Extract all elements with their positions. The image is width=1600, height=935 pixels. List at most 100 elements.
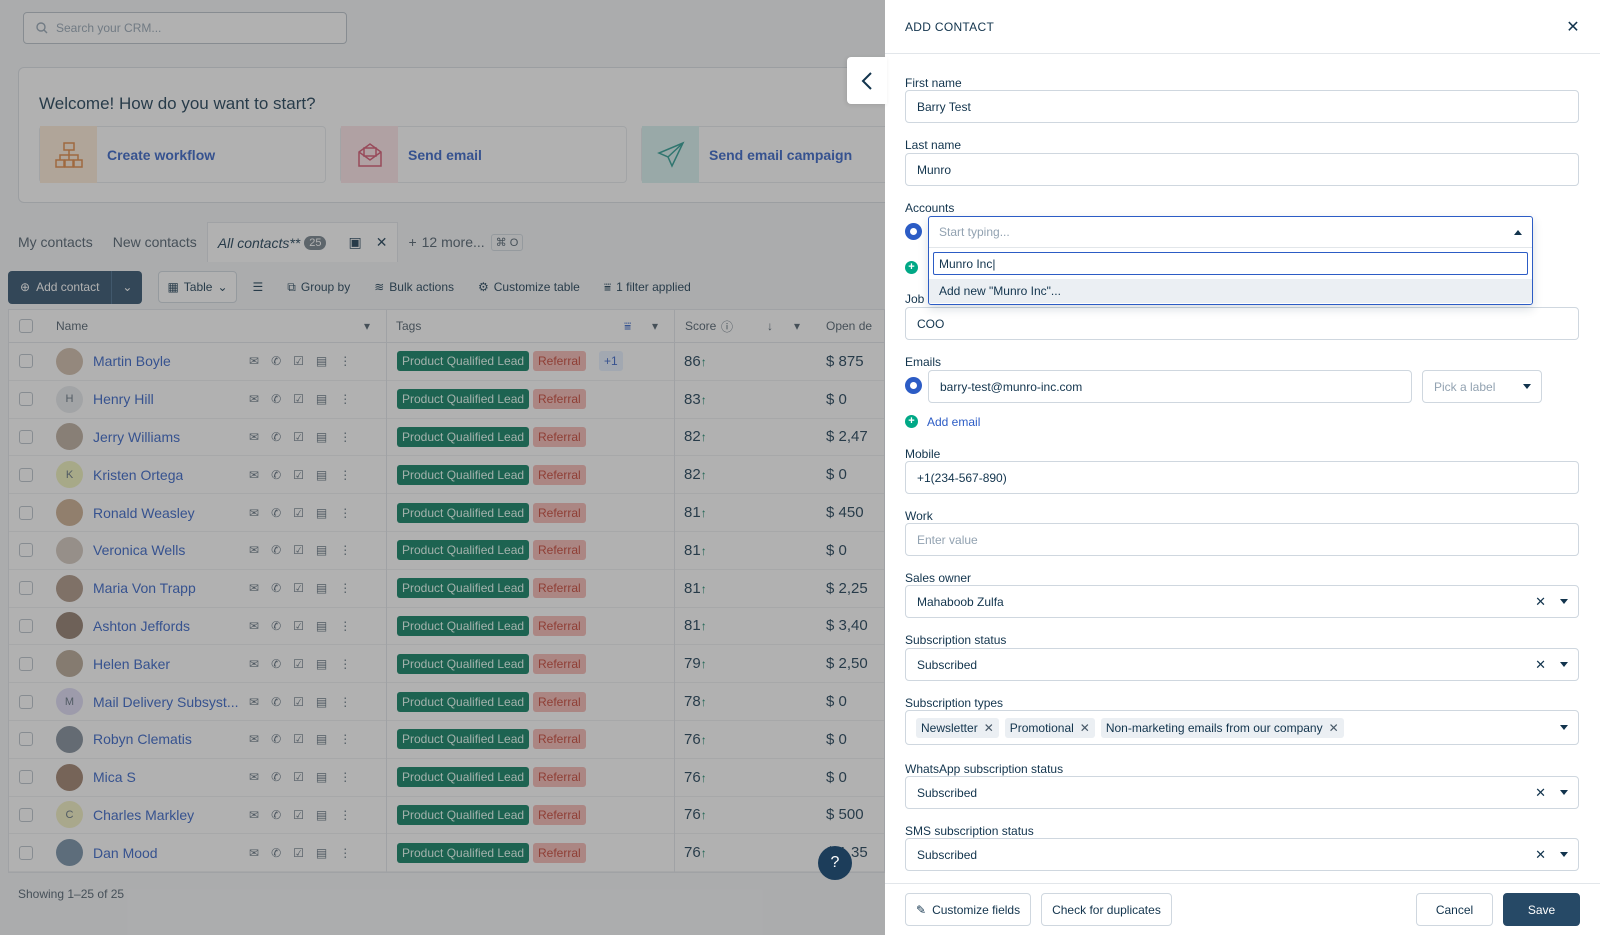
more-icon[interactable]: ⋮ xyxy=(339,392,352,407)
task-icon[interactable]: ☑ xyxy=(293,618,304,633)
email-icon[interactable]: ✉ xyxy=(249,618,260,633)
column-name[interactable]: Name xyxy=(56,319,89,333)
tab-new-contacts[interactable]: New contacts xyxy=(112,234,197,250)
phone-icon[interactable]: ✆ xyxy=(271,429,282,444)
primary-account-radio[interactable] xyxy=(905,223,922,240)
sales-owner-select[interactable]: Mahaboob Zulfa ✕ xyxy=(905,585,1579,618)
task-icon[interactable]: ☑ xyxy=(293,429,304,444)
close-view-icon[interactable]: ✕ xyxy=(375,234,388,250)
job-input[interactable]: COO xyxy=(905,307,1579,340)
add-new-account-option[interactable]: Add new "Munro Inc"... xyxy=(929,279,1532,303)
email-icon[interactable]: ✉ xyxy=(249,543,260,558)
send-email-card[interactable]: Send email xyxy=(340,126,627,183)
more-icon[interactable]: ⋮ xyxy=(339,732,352,747)
email-icon[interactable]: ✉ xyxy=(249,581,260,596)
add-email-icon[interactable]: + xyxy=(905,415,918,428)
row-checkbox[interactable] xyxy=(19,505,33,520)
column-tags[interactable]: Tags xyxy=(396,319,422,333)
email-icon[interactable]: ✉ xyxy=(249,354,260,369)
clear-icon[interactable]: ✕ xyxy=(1535,656,1546,672)
task-icon[interactable]: ☑ xyxy=(293,581,304,596)
table-row[interactable]: Martin Boyle ✉ ✆ ☑ ▤ ⋮ Product Qualified Lead R… xyxy=(9,343,884,381)
row-checkbox[interactable] xyxy=(19,429,33,444)
name-sort-icon[interactable]: ▾ xyxy=(364,319,371,333)
row-checkbox[interactable] xyxy=(19,694,33,709)
work-input[interactable]: Enter value xyxy=(905,523,1579,556)
email-icon[interactable]: ✉ xyxy=(249,694,260,709)
row-checkbox[interactable] xyxy=(19,807,33,822)
task-icon[interactable]: ☑ xyxy=(293,543,304,558)
tab-all-contacts[interactable]: All contacts** 25 ▣ ✕ xyxy=(206,222,399,262)
clear-icon[interactable]: ✕ xyxy=(1535,784,1546,800)
note-icon[interactable]: ▤ xyxy=(315,732,328,747)
note-icon[interactable]: ▤ xyxy=(315,581,328,596)
check-duplicates-button[interactable]: Check for duplicates xyxy=(1041,893,1172,926)
note-icon[interactable]: ▤ xyxy=(315,807,328,822)
task-icon[interactable]: ☑ xyxy=(293,656,304,671)
send-email-campaign-card[interactable]: Send email campaign xyxy=(641,126,885,183)
whatsapp-status-select[interactable]: Subscribed ✕ xyxy=(905,776,1579,809)
phone-icon[interactable]: ✆ xyxy=(271,581,282,596)
first-name-input[interactable]: Barry Test xyxy=(905,90,1579,123)
more-views-button[interactable]: + 12 more... ⌘ O xyxy=(398,222,533,262)
task-icon[interactable]: ☑ xyxy=(293,694,304,709)
table-view-select[interactable]: ▦ Table ⌄ xyxy=(158,271,237,303)
row-checkbox[interactable] xyxy=(19,770,33,785)
task-icon[interactable]: ☑ xyxy=(293,354,304,369)
email-icon[interactable]: ✉ xyxy=(249,656,260,671)
bulk-actions-button[interactable]: ≋ Bulk actions xyxy=(366,271,462,303)
modal-backdrop[interactable] xyxy=(0,0,885,935)
save-button[interactable]: Save xyxy=(1503,893,1580,926)
phone-icon[interactable]: ✆ xyxy=(271,845,282,860)
clear-icon[interactable]: ✕ xyxy=(1535,846,1546,862)
select-all-checkbox[interactable] xyxy=(19,319,33,333)
cancel-button[interactable]: Cancel xyxy=(1416,893,1493,926)
row-checkbox[interactable] xyxy=(19,656,33,671)
email-icon[interactable]: ✉ xyxy=(249,392,260,407)
email-icon[interactable]: ✉ xyxy=(249,807,260,822)
add-contact-button[interactable]: ⊕ Add contact ⌄ xyxy=(8,270,143,304)
table-row[interactable]: H Henry Hill ✉ ✆ ☑ ▤ ⋮ Product Qualified Lead Re… xyxy=(9,381,884,419)
note-icon[interactable]: ▤ xyxy=(315,543,328,558)
email-label-select[interactable]: Pick a label xyxy=(1422,370,1542,403)
phone-icon[interactable]: ✆ xyxy=(271,505,282,520)
phone-icon[interactable]: ✆ xyxy=(271,354,282,369)
note-icon[interactable]: ▤ xyxy=(315,694,328,709)
collapse-drawer-button[interactable] xyxy=(847,57,887,104)
customize-fields-button[interactable]: ✎ Customize fields xyxy=(905,893,1032,926)
table-row[interactable]: Ronald Weasley ✉ ✆ ☑ ▤ ⋮ Product Qualified Lea… xyxy=(9,494,884,532)
table-row[interactable]: Maria Von Trapp ✉ ✆ ☑ ▤ ⋮ Product Qualified Le… xyxy=(9,570,884,608)
more-icon[interactable]: ⋮ xyxy=(339,505,352,520)
task-icon[interactable]: ☑ xyxy=(293,807,304,822)
mobile-input[interactable]: +1(234-567-890) xyxy=(905,461,1579,494)
row-checkbox[interactable] xyxy=(19,732,33,747)
clear-icon[interactable]: ✕ xyxy=(1535,593,1546,609)
column-filter-icon[interactable]: ⩸ xyxy=(624,318,632,333)
more-icon[interactable]: ⋮ xyxy=(339,770,352,785)
tab-my-contacts[interactable]: My contacts xyxy=(18,234,93,250)
table-row[interactable]: Helen Baker ✉ ✆ ☑ ▤ ⋮ Product Qualified Lead Re… xyxy=(9,645,884,684)
note-icon[interactable]: ▤ xyxy=(315,505,328,520)
phone-icon[interactable]: ✆ xyxy=(271,618,282,633)
filter-button[interactable]: ⩸ 1 filter applied xyxy=(596,271,699,303)
more-icon[interactable]: ⋮ xyxy=(339,845,352,860)
add-contact-dropdown-icon[interactable]: ⌄ xyxy=(122,280,133,294)
email-icon[interactable]: ✉ xyxy=(249,845,260,860)
score-menu-icon[interactable]: ▾ xyxy=(794,319,801,333)
sms-status-select[interactable]: Subscribed ✕ xyxy=(905,838,1579,871)
task-icon[interactable]: ☑ xyxy=(293,845,304,860)
table-row[interactable]: Veronica Wells ✉ ✆ ☑ ▤ ⋮ Product Qualified Lea… xyxy=(9,532,884,570)
subscription-status-select[interactable]: Subscribed ✕ xyxy=(905,648,1579,681)
phone-icon[interactable]: ✆ xyxy=(271,807,282,822)
sort-descending-icon[interactable]: ↓ xyxy=(767,319,773,333)
table-row[interactable]: Dan Mood ✉ ✆ ☑ ▤ ⋮ Product Qualified Lead Refer… xyxy=(9,834,884,873)
task-icon[interactable]: ☑ xyxy=(293,770,304,785)
phone-icon[interactable]: ✆ xyxy=(271,392,282,407)
more-icon[interactable]: ⋮ xyxy=(339,807,352,822)
more-icon[interactable]: ⋮ xyxy=(339,467,352,482)
row-checkbox[interactable] xyxy=(19,581,33,596)
more-icon[interactable]: ⋮ xyxy=(339,429,352,444)
more-icon[interactable]: ⋮ xyxy=(339,656,352,671)
note-icon[interactable]: ▤ xyxy=(315,354,328,369)
accounts-select[interactable]: Start typing... xyxy=(929,217,1532,248)
